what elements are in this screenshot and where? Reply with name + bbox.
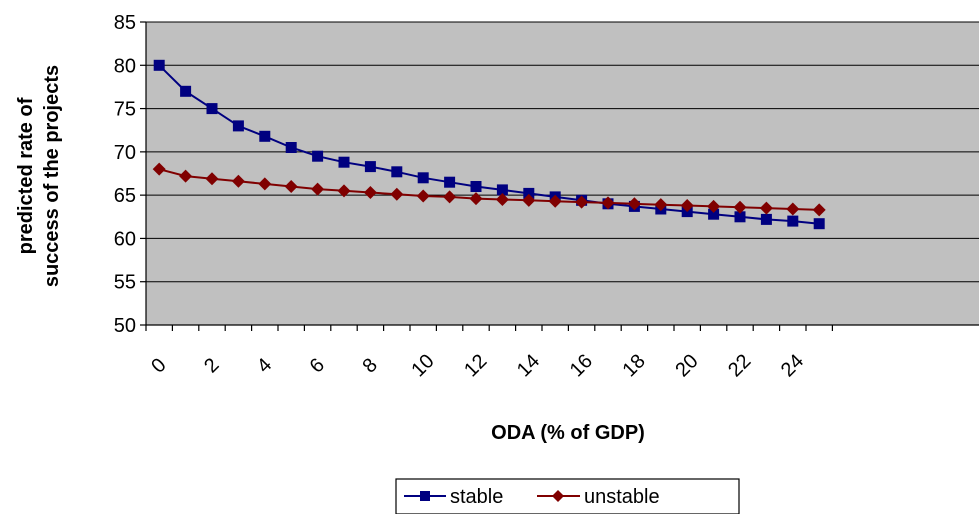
x-tick-label-24: 24 — [777, 350, 808, 381]
series-unstable — [152, 162, 826, 217]
point-unstable-4 — [258, 177, 272, 191]
point-stable-21 — [708, 208, 720, 220]
plot-area — [146, 22, 979, 325]
point-unstable-8 — [363, 186, 377, 200]
point-unstable-6 — [311, 182, 325, 196]
point-unstable-15 — [548, 194, 562, 208]
x-tick-label-0: 0 — [147, 354, 170, 377]
point-unstable-25 — [812, 203, 826, 217]
x-tick-label-4: 4 — [253, 354, 276, 377]
legend-item-stable: stable — [404, 486, 503, 508]
y-tick-label-55: 55 — [114, 272, 136, 294]
legend-label-unstable: unstable — [584, 486, 660, 508]
point-stable-25 — [813, 218, 825, 230]
y-axis-ticks: 50 55 60 65 70 75 80 85 — [114, 12, 146, 337]
axes — [145, 22, 979, 326]
point-stable-23 — [760, 213, 772, 225]
point-stable-22 — [734, 211, 746, 223]
point-unstable-22 — [733, 200, 747, 214]
y-axis-title-line-1: predicted rate of — [15, 97, 37, 254]
x-tick-label-16: 16 — [566, 350, 597, 381]
point-unstable-13 — [495, 192, 509, 206]
point-stable-14 — [523, 187, 535, 199]
point-unstable-12 — [469, 192, 483, 206]
x-tick-label-14: 14 — [513, 350, 544, 381]
legend: stable unstable — [395, 478, 740, 514]
point-unstable-7 — [337, 184, 351, 198]
x-tick-label-10: 10 — [407, 350, 438, 381]
x-axis-ticks: 0 2 4 6 8 10 12 14 16 18 20 22 24 — [145, 325, 834, 381]
point-stable-6 — [312, 150, 324, 162]
y-tick-label-70: 70 — [114, 142, 136, 164]
point-unstable-11 — [443, 190, 457, 204]
x-tick-label-6: 6 — [306, 354, 329, 377]
legend-marker-unstable — [552, 490, 564, 502]
x-tick-label-18: 18 — [619, 350, 650, 381]
point-stable-8 — [364, 161, 376, 173]
point-stable-3 — [232, 120, 244, 132]
x-tick-label-12: 12 — [460, 350, 491, 381]
point-unstable-5 — [284, 179, 298, 193]
point-unstable-21 — [707, 199, 721, 213]
point-unstable-23 — [759, 201, 773, 215]
x-axis-title: ODA (% of GDP) — [491, 422, 645, 444]
point-stable-10 — [417, 172, 429, 184]
legend-item-unstable: unstable — [537, 486, 660, 508]
point-unstable-2 — [205, 172, 219, 186]
point-stable-2 — [206, 103, 218, 115]
point-unstable-20 — [680, 199, 694, 213]
point-stable-9 — [391, 166, 403, 178]
point-stable-1 — [180, 85, 192, 97]
x-tick-label-22: 22 — [724, 350, 755, 381]
point-unstable-18 — [627, 197, 641, 211]
point-unstable-24 — [786, 202, 800, 216]
y-axis-title-line-2: success of the projects — [41, 65, 63, 287]
x-tick-label-2: 2 — [200, 354, 223, 377]
point-unstable-16 — [575, 195, 589, 209]
series-layer — [152, 59, 826, 230]
point-stable-24 — [787, 215, 799, 227]
y-tick-label-80: 80 — [114, 55, 136, 77]
point-stable-0 — [153, 59, 165, 71]
point-unstable-14 — [522, 193, 536, 207]
point-stable-7 — [338, 156, 350, 168]
point-stable-12 — [470, 181, 482, 192]
point-unstable-1 — [179, 169, 193, 183]
point-stable-11 — [444, 176, 456, 188]
point-unstable-3 — [231, 174, 245, 188]
point-unstable-10 — [416, 189, 430, 203]
point-unstable-17 — [601, 196, 615, 210]
point-stable-4 — [259, 130, 271, 142]
y-tick-label-60: 60 — [114, 228, 136, 250]
y-tick-label-75: 75 — [114, 99, 136, 121]
legend-marker-stable — [420, 491, 430, 501]
point-unstable-9 — [390, 187, 404, 201]
y-tick-label-50: 50 — [114, 315, 136, 337]
point-unstable-0 — [152, 162, 166, 176]
legend-label-stable: stable — [450, 486, 503, 508]
y-tick-label-85: 85 — [114, 12, 136, 34]
y-tick-label-65: 65 — [114, 185, 136, 207]
x-tick-label-20: 20 — [671, 350, 702, 381]
point-unstable-19 — [654, 198, 668, 212]
point-stable-13 — [496, 184, 508, 196]
point-stable-5 — [285, 142, 297, 153]
x-tick-label-8: 8 — [358, 354, 381, 377]
